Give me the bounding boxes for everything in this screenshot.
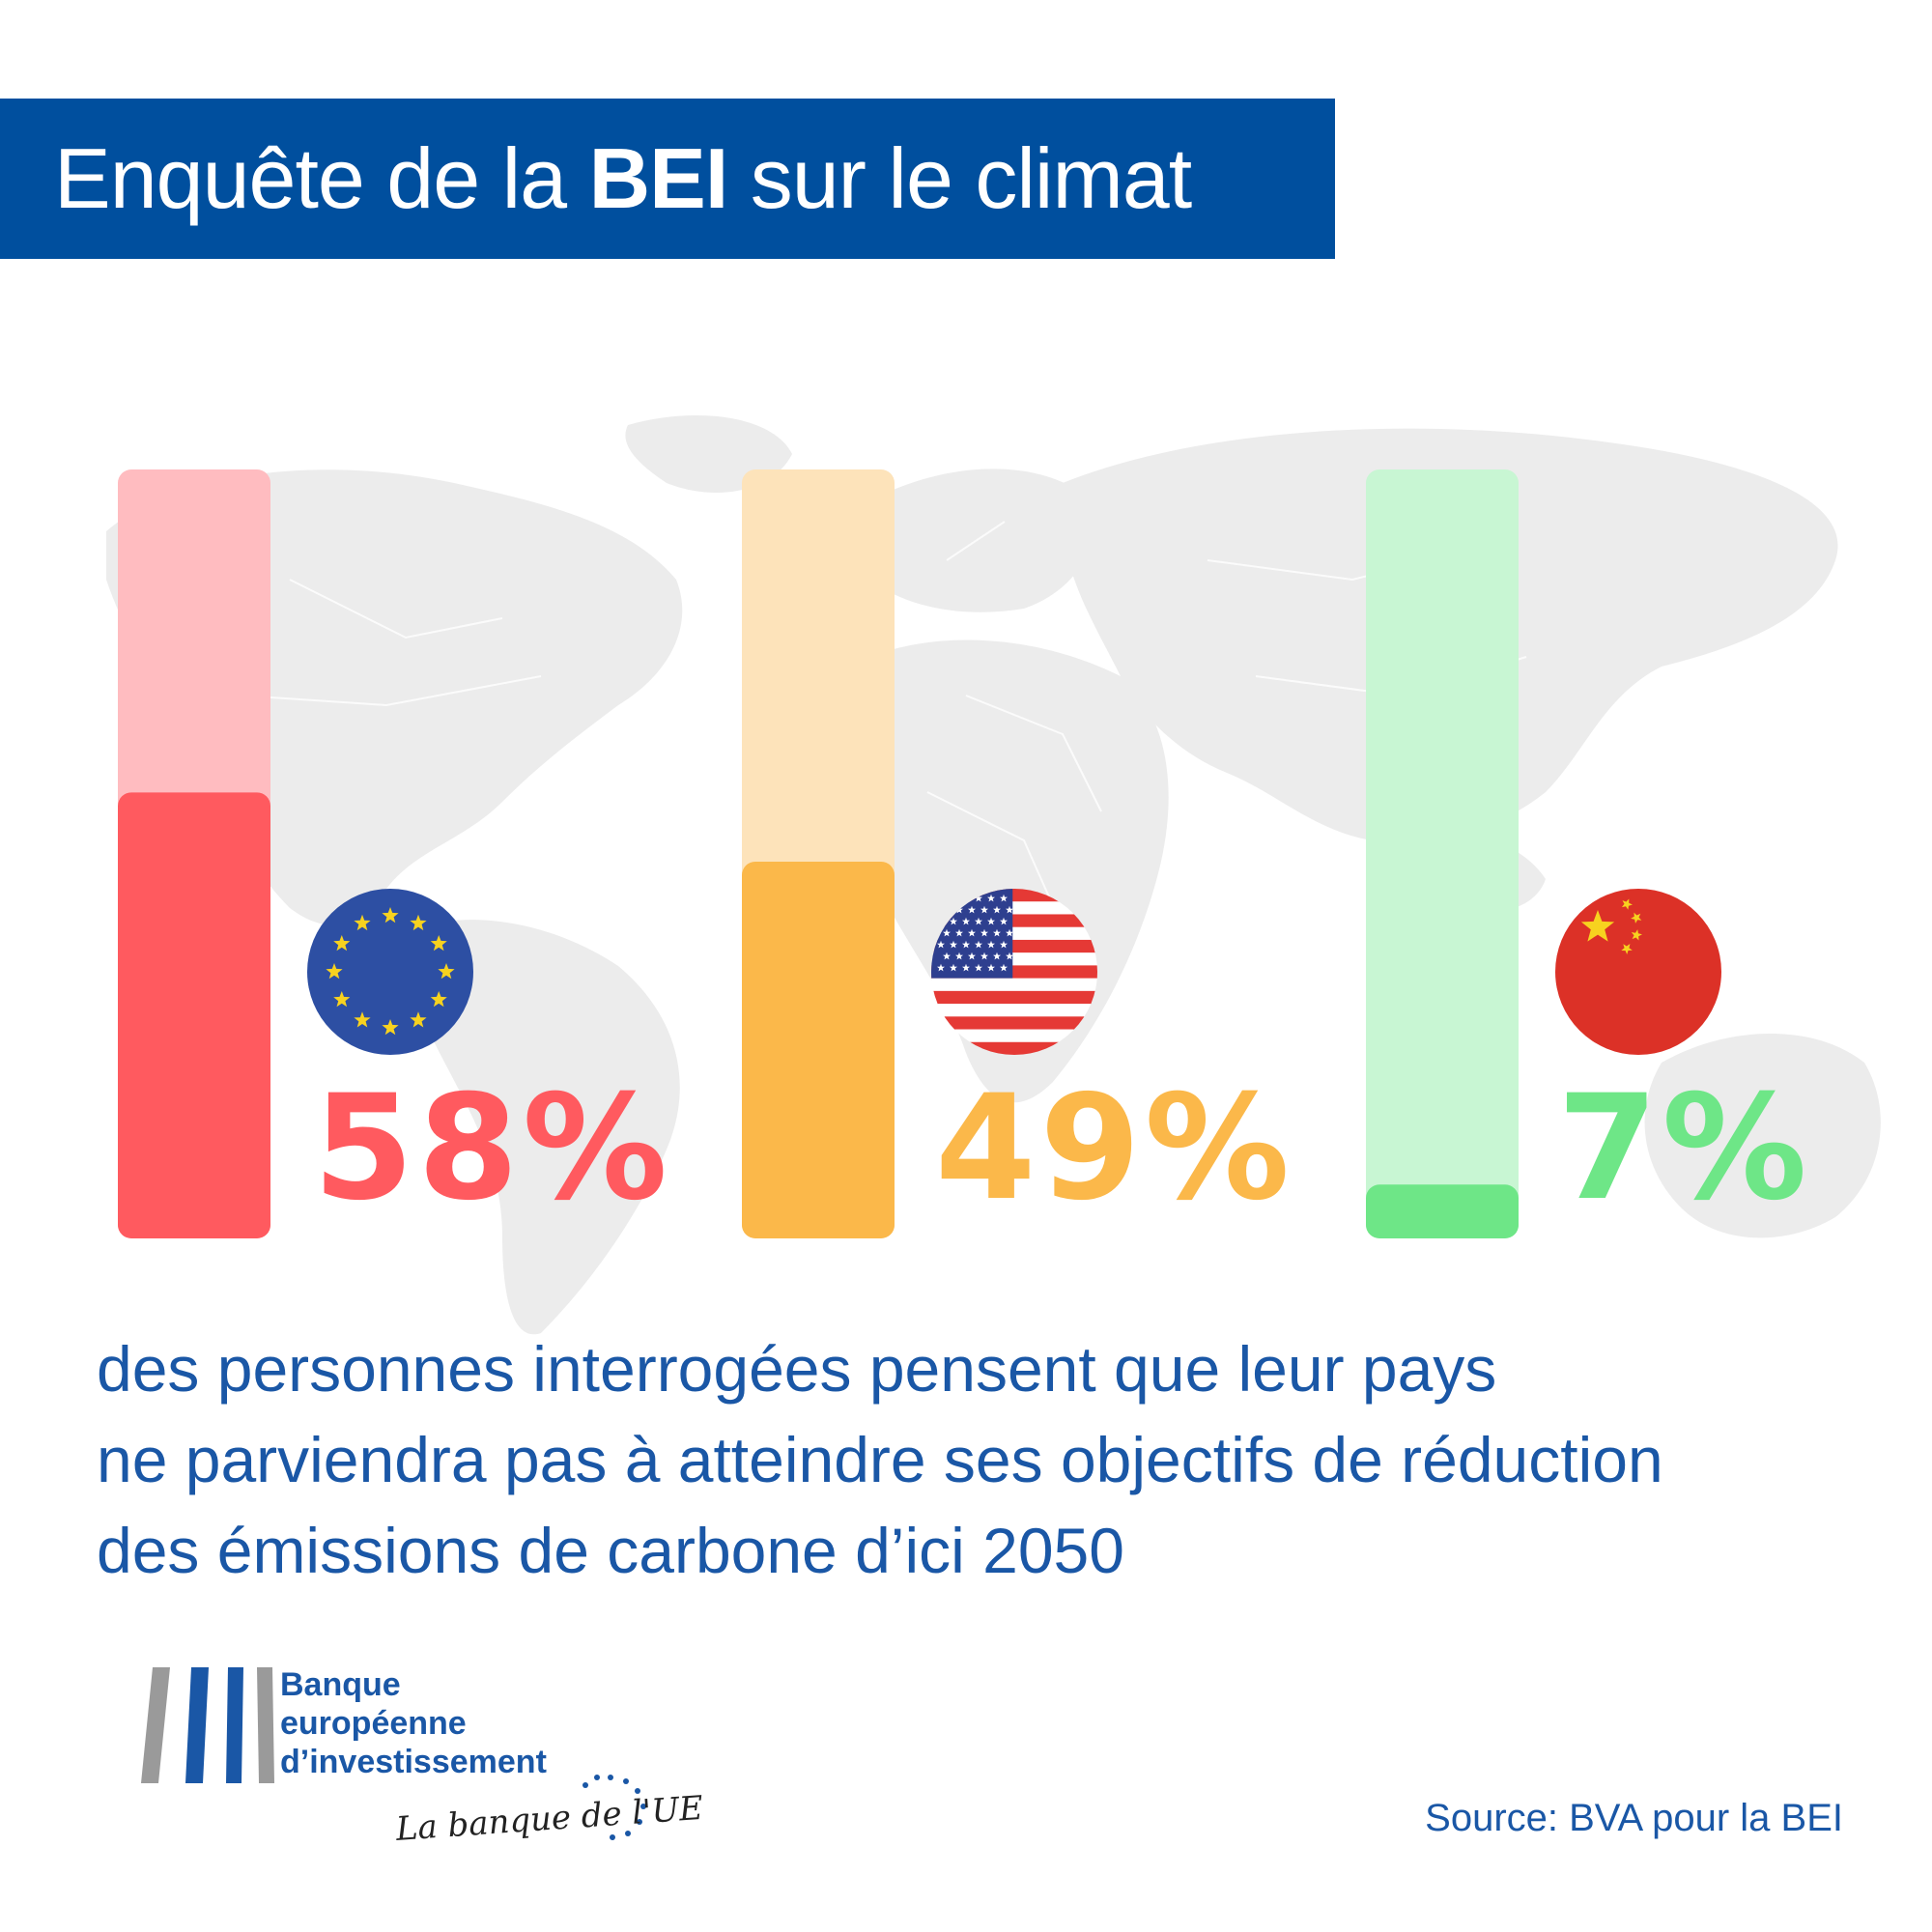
logo-line: européenne: [280, 1705, 467, 1742]
bar-chart: 58% 49% 7%: [118, 469, 1811, 1238]
source-note: Source: BVA pour la BEI: [1425, 1797, 1843, 1839]
logo-bar-gray: [257, 1667, 274, 1783]
caption-line: ne parviendra pas à atteindre ses object…: [97, 1424, 1663, 1495]
bei-logo: [141, 1667, 646, 1840]
logo-bar-blue: [185, 1667, 209, 1783]
page-title: Enquête de la BEI sur le climat: [54, 130, 1192, 226]
data-label: 7%: [1557, 1065, 1811, 1233]
logo-bar-gray: [141, 1667, 170, 1783]
bar-china: [1366, 1184, 1519, 1238]
bar-eu: [118, 792, 270, 1238]
us-flag-icon: [931, 889, 1097, 1055]
logo-wordmark: Banque européenne d’investissement: [280, 1665, 547, 1781]
title-banner: Enquête de la BEI sur le climat: [0, 99, 1335, 259]
eu-flag-icon: [307, 889, 473, 1055]
caption-line: des émissions de carbone d’ici 2050: [97, 1515, 1124, 1586]
logo-line: d’investissement: [280, 1744, 547, 1780]
bar-usa: [742, 861, 895, 1238]
logo-line: Banque: [280, 1666, 401, 1703]
caption: des personnes interrogées pensent que le…: [97, 1323, 1884, 1596]
eu-stars-icon: [582, 1775, 646, 1840]
data-label: 49%: [935, 1065, 1293, 1233]
caption-line: des personnes interrogées pensent que le…: [97, 1333, 1497, 1405]
bar-track: [1366, 469, 1519, 1238]
china-flag-icon: [1555, 889, 1721, 1055]
data-label: 58%: [313, 1065, 671, 1233]
logo-bar-blue: [226, 1667, 243, 1783]
